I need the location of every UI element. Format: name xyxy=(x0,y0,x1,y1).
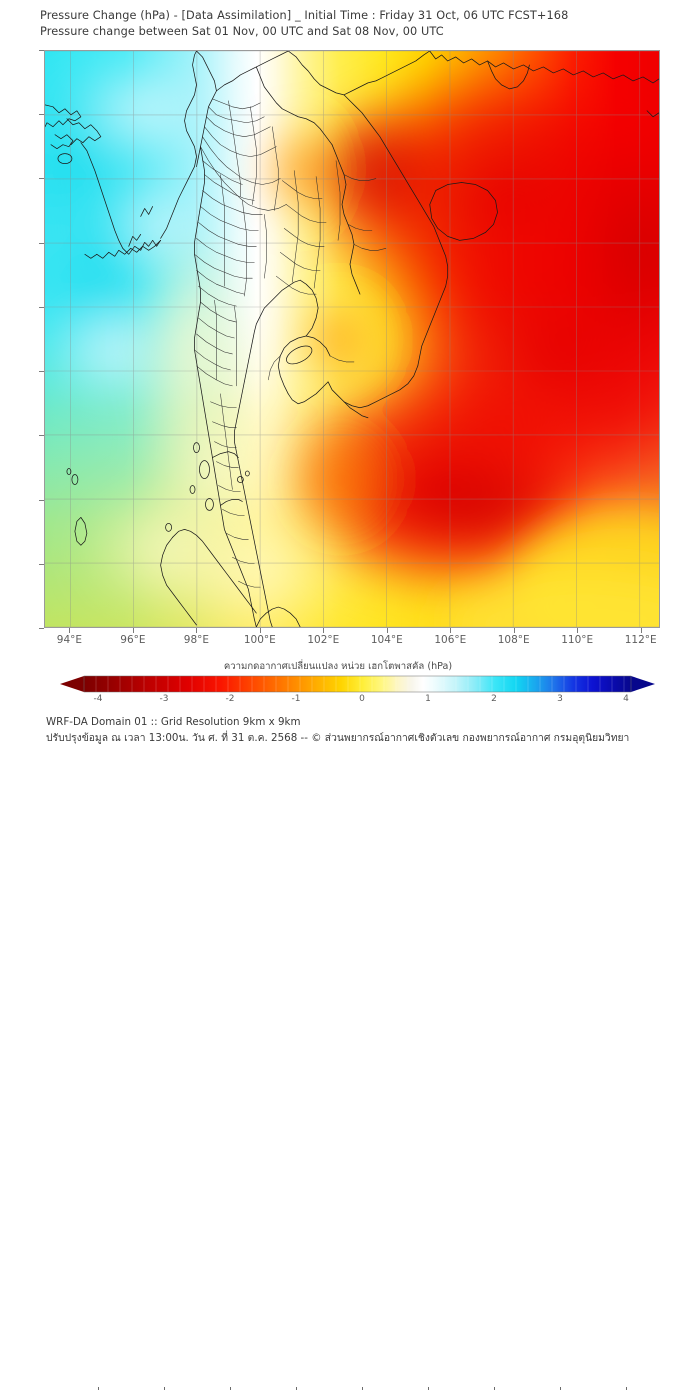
xlabel-94: 94°E xyxy=(56,634,83,646)
ytick-8 xyxy=(39,499,44,501)
ytick-18 xyxy=(39,178,44,180)
xtick-100 xyxy=(259,628,261,633)
ytick-12 xyxy=(39,371,44,373)
footer-model-info: WRF-DA Domain 01 :: Grid Resolution 9km … xyxy=(46,716,301,728)
colorbar-title: ความกดอากาศเปลี่ยนแปลง หน่วย เฮกโตพาสคัล… xyxy=(223,661,453,672)
xlabel-102: 102°E xyxy=(307,634,340,646)
ytick-20 xyxy=(39,114,44,116)
cbar-label--4: -4 xyxy=(93,694,103,704)
footer-block: WRF-DA Domain 01 :: Grid Resolution 9km … xyxy=(46,714,666,746)
xtick-102 xyxy=(323,628,325,633)
ytick-16 xyxy=(39,242,44,244)
cbar-label-0: 0 xyxy=(359,694,365,704)
cbar-label--1: -1 xyxy=(291,694,301,704)
xlabel-104: 104°E xyxy=(370,634,403,646)
xtick-112 xyxy=(640,628,642,633)
pressure-change-field xyxy=(45,51,659,627)
map-gridlines xyxy=(45,51,659,627)
xlabel-112: 112°E xyxy=(624,634,657,646)
coastline-and-border-overlay xyxy=(45,51,659,627)
xlabel-100: 100°E xyxy=(243,634,276,646)
xtick-106 xyxy=(450,628,452,633)
cbar-label--2: -2 xyxy=(225,694,235,704)
ytick-14 xyxy=(39,306,44,308)
xlabel-96: 96°E xyxy=(120,634,146,646)
xlabel-106: 106°E xyxy=(434,634,467,646)
chart-title-line2: Pressure change between Sat 01 Nov, 00 U… xyxy=(40,25,444,38)
chart-title-line1: Pressure Change (hPa) - [Data Assimilati… xyxy=(40,9,569,22)
xtick-96 xyxy=(132,628,134,633)
ytick-10 xyxy=(39,435,44,437)
colorbar-tick-labels: -4 -3 -2 -1 0 1 2 3 4 xyxy=(0,694,676,1390)
ytick-22 xyxy=(39,50,44,51)
ytick-4 xyxy=(39,628,44,629)
cbar-label-3: 3 xyxy=(557,694,563,704)
cbar-label--3: -3 xyxy=(159,694,169,704)
footer-attribution: ปรับปรุงข้อมูล ณ เวลา 13:00น. วัน ศ. ที่… xyxy=(46,732,630,744)
xtick-110 xyxy=(577,628,579,633)
xlabel-110: 110°E xyxy=(561,634,594,646)
ytick-6 xyxy=(39,563,44,565)
colorbar xyxy=(0,675,676,693)
xtick-98 xyxy=(196,628,198,633)
xtick-94 xyxy=(69,628,71,633)
cbar-label-1: 1 xyxy=(425,694,431,704)
chart-title-block: Pressure Change (hPa) - [Data Assimilati… xyxy=(40,8,660,40)
xtick-108 xyxy=(513,628,515,633)
xlabel-108: 108°E xyxy=(497,634,530,646)
cbar-label-2: 2 xyxy=(491,694,497,704)
xlabel-98: 98°E xyxy=(183,634,210,646)
map-plot-area xyxy=(44,50,660,628)
cbar-label-4: 4 xyxy=(623,694,629,704)
xtick-104 xyxy=(386,628,388,633)
